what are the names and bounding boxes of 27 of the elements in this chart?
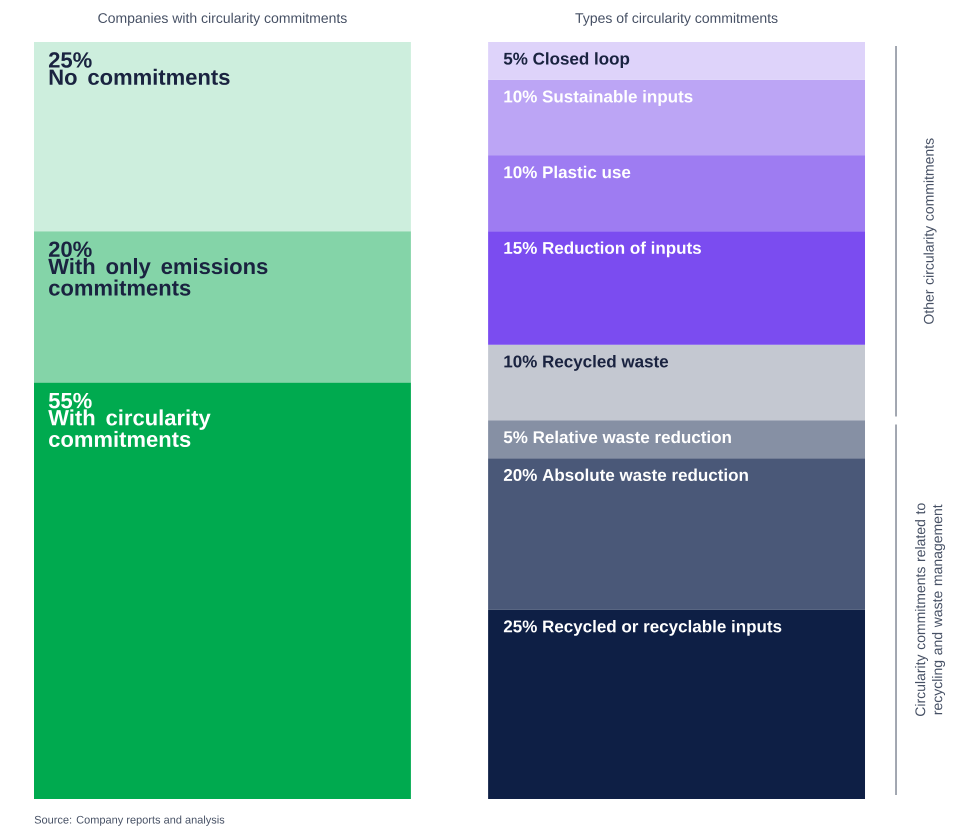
data-label: 55% [48, 392, 92, 408]
data-label: 5% [504, 52, 528, 65]
data-label: 10% [504, 355, 537, 368]
series-label: Recycled waste [543, 355, 668, 371]
series-label: Recycled or recyclable inputs [543, 620, 782, 636]
data-label: 25% [48, 52, 92, 68]
text: Other circularity commitments [923, 138, 937, 324]
series-label: Reduction of inputs [543, 241, 701, 258]
series-label: Sustainable inputs [542, 90, 692, 106]
data-label: 10% [504, 90, 537, 103]
data-label: 15% [504, 242, 537, 254]
data-label: 20% [504, 468, 537, 482]
x-tick-label: Companies with circularity commitments [98, 12, 347, 26]
data-label: 20% [48, 241, 92, 258]
data-label: 5% [504, 431, 528, 444]
source-note: Source: Company reports and analysis [34, 816, 224, 826]
series-label: Plastic use [543, 166, 630, 178]
series-label: No commitments [50, 68, 230, 85]
series-label: Absolute waste reduction [542, 468, 748, 482]
text: Circularity commitments related to recycling and waste management [914, 503, 946, 716]
data-label: 25% [504, 620, 537, 632]
series-label: With only emissions commitments [48, 258, 268, 296]
series-label: Closed loop [533, 52, 630, 68]
series-label: Relative waste reduction [534, 430, 731, 444]
data-label: 10% [504, 166, 537, 178]
series-label: With circularity commitments [48, 409, 211, 448]
x-tick-label: Types of circularity commitments [575, 12, 778, 26]
